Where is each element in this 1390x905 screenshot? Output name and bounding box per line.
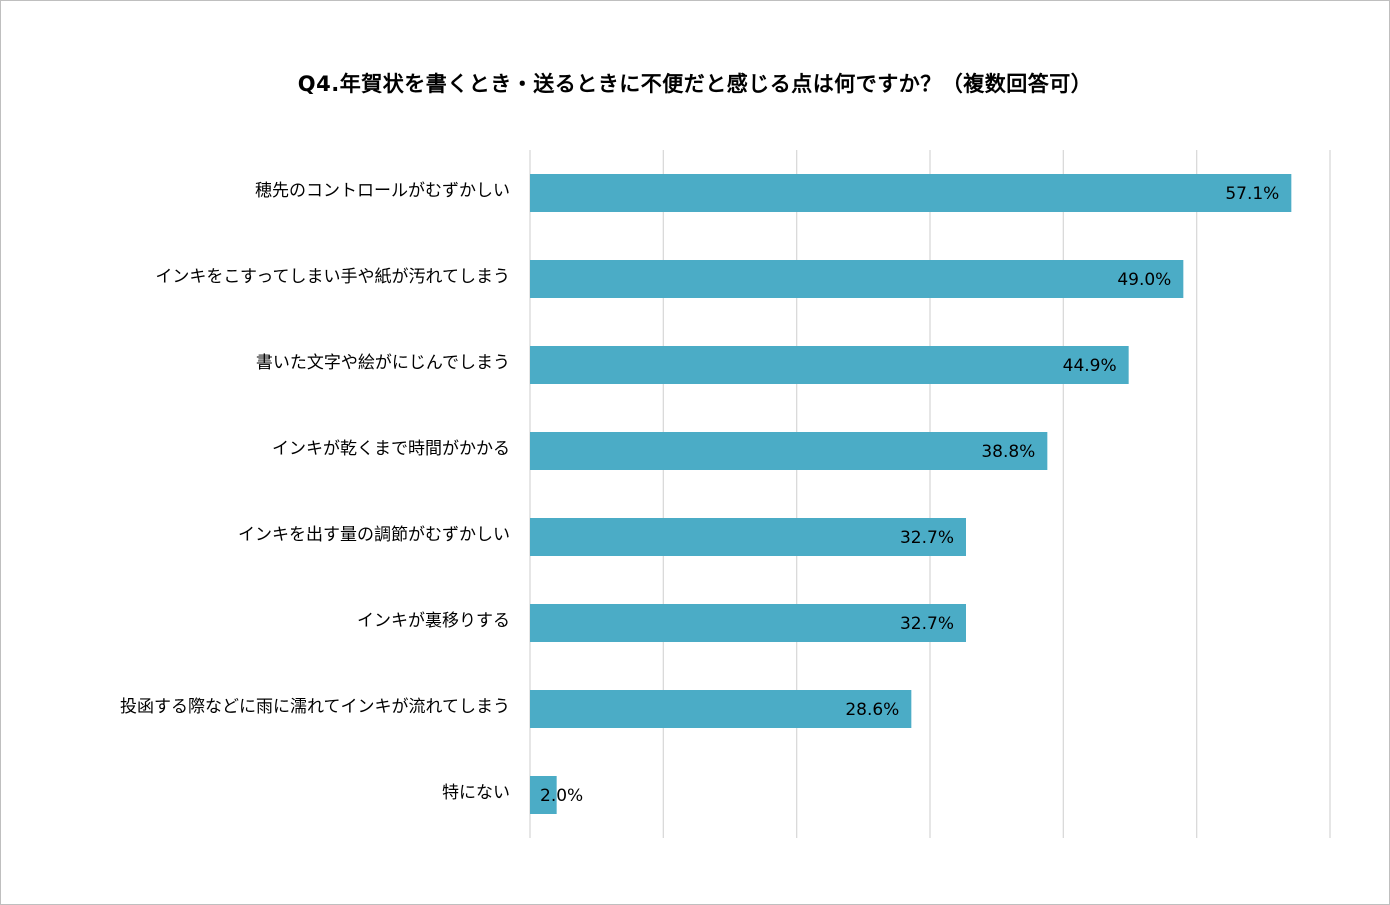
category-label: インキを出す量の調節がむずかしい — [238, 525, 510, 545]
bar — [530, 604, 966, 642]
value-label: 32.7% — [900, 528, 954, 548]
value-label: 57.1% — [1225, 184, 1279, 204]
category-label: 投函する際などに雨に濡れてインキが流れてしまう — [120, 697, 510, 717]
bar — [530, 518, 966, 556]
bars — [530, 174, 1292, 814]
value-label: 32.7% — [900, 614, 954, 634]
category-label: 書いた文字や絵がにじんでしまう — [256, 353, 510, 373]
category-label: 特にない — [442, 783, 510, 803]
category-labels: 穂先のコントロールがむずかしいインキをこすってしまい手や紙が汚れてしまう書いた文… — [120, 181, 510, 803]
gridlines — [529, 150, 1331, 838]
value-label: 28.6% — [845, 700, 899, 720]
bar — [530, 432, 1048, 470]
bar — [530, 174, 1292, 212]
value-label: 2.0% — [540, 786, 583, 806]
bar — [530, 690, 912, 728]
bar — [530, 346, 1129, 384]
category-label: インキが乾くまで時間がかかる — [272, 439, 510, 459]
category-label: 穂先のコントロールがむずかしい — [255, 181, 510, 201]
category-label: インキが裏移りする — [357, 610, 510, 631]
category-label: インキをこすってしまい手や紙が汚れてしまう — [155, 267, 510, 287]
value-labels: 57.1% 49.0% 44.9% 38.8% 32.7% 32.7% 28.6% 2.0% — [540, 184, 1279, 806]
chart-title: Q4.年賀状を書くとき・送るときに不便だと感じる点は何ですか？（複数回答可） — [297, 72, 1093, 96]
value-label: 38.8% — [981, 442, 1035, 462]
value-label: 49.0% — [1117, 270, 1171, 290]
bar — [530, 260, 1184, 298]
bar — [530, 776, 557, 814]
value-label: 44.9% — [1063, 356, 1117, 376]
